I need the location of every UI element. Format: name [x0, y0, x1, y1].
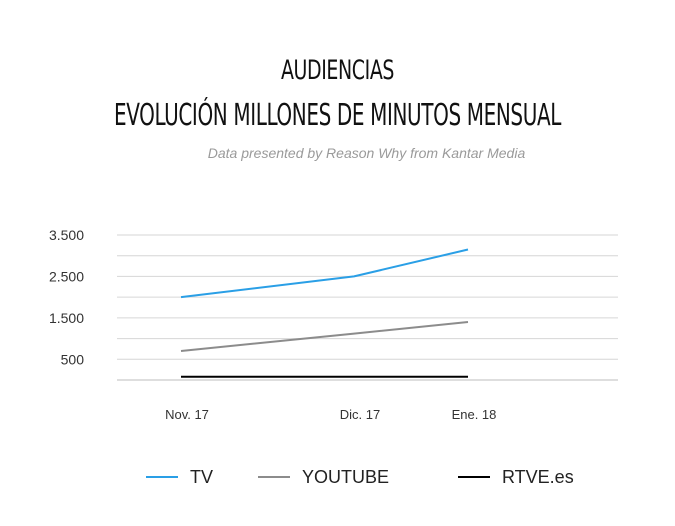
x-tick-label: Ene. 18: [452, 407, 497, 422]
chart-title-line-2: EVOLUCIÓN MILLONES DE MINUTOS MENSUAL: [113, 98, 562, 133]
y-tick-label: 1.500: [49, 310, 84, 326]
x-tick-label: Nov. 17: [165, 407, 209, 422]
legend-swatch: [146, 476, 178, 478]
legend-swatch: [258, 476, 290, 478]
y-tick-label: 3.500: [49, 227, 84, 243]
series-line-tv: [180, 248, 469, 299]
legend-item: TV: [146, 462, 213, 492]
x-tick-label: Dic. 17: [340, 407, 380, 422]
y-tick-label: 500: [61, 351, 85, 367]
series-line-youtube: [180, 321, 469, 352]
legend-item: RTVE.es: [458, 462, 574, 492]
legend-item: YOUTUBE: [258, 462, 389, 492]
y-tick-label: 2.500: [49, 268, 84, 284]
legend-label: RTVE.es: [502, 466, 574, 487]
chart-subtitle: Data presented by Reason Why from Kantar…: [207, 145, 526, 161]
legend-swatch: [458, 476, 490, 478]
chart-title-line-1: AUDIENCIAS: [280, 55, 395, 86]
legend-label: TV: [190, 466, 214, 487]
legend-label: YOUTUBE: [302, 466, 390, 487]
